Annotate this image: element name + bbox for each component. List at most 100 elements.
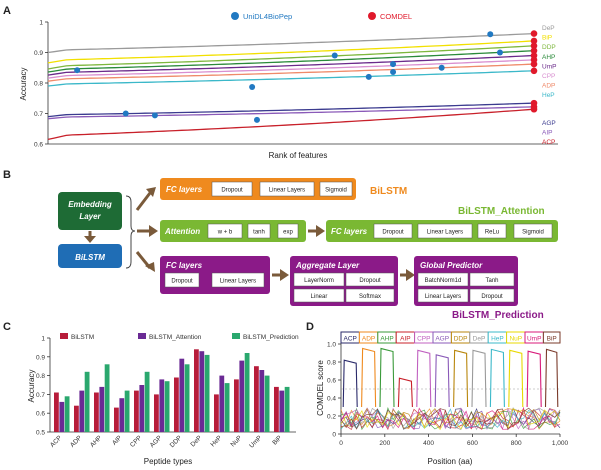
row1-dropout	[211, 181, 253, 197]
row2-tanh-label: tanh	[253, 230, 265, 236]
panel-a-series-label: AIP	[542, 129, 552, 136]
panel-c-bar	[259, 370, 265, 432]
panel-d-segment-label: DeP	[473, 336, 486, 343]
row2-dropout	[373, 223, 413, 239]
panel-c-bar	[144, 371, 150, 432]
panel-d-segment-labels: ACP ADP AHP AIP CPP AGP DDP DeP HeP NuP UmP BiP	[340, 331, 561, 344]
panel-a-line-hep	[47, 70, 535, 87]
panel-c-ylabel: Accuracy	[27, 370, 36, 403]
branch-arrows	[135, 187, 158, 272]
panel-d-chart: 0 0.2 0.4 0.6 0.8 1.0 0 200 400 600 800 1,000 ACP AD…	[316, 331, 569, 466]
panel-c-bar	[159, 379, 165, 432]
row3-batchnorm	[417, 272, 469, 287]
panel-c-ytick-label: 0.7	[36, 392, 45, 399]
row2-relu-label: ReLu	[485, 230, 499, 236]
panel-a-unidl-point	[249, 83, 256, 90]
row1-fc-title: FC layers	[166, 185, 203, 194]
panel-a-line-aip	[47, 106, 535, 120]
panel-a-unidl-point	[390, 69, 397, 76]
panel-c-bar	[84, 371, 90, 432]
panel-c-bar	[174, 377, 179, 432]
panel-c-bar	[164, 381, 170, 432]
row3-model-name: BiLSTM_Prediction	[452, 310, 544, 321]
panel-c-bar	[74, 405, 79, 432]
panel-d-noise-line	[340, 408, 561, 430]
panel-c-xtick-label: ADP	[69, 434, 83, 448]
panel-a-series-label: AGP	[542, 120, 556, 127]
panel-c-xtick-label: AHP	[89, 434, 103, 448]
panel-a-line-ump	[47, 54, 535, 76]
panel-c-bar	[234, 379, 239, 432]
panel-a-unidl-point	[74, 67, 81, 74]
row2-fc-title: FC layers	[331, 227, 368, 236]
panel-d-peak-agp	[434, 354, 450, 408]
row2-dropout-label: Dropout	[382, 230, 404, 236]
row2-wb	[207, 223, 243, 239]
panel-c-legend-swatch	[138, 333, 146, 339]
panel-a-comdel-point	[530, 67, 538, 75]
panel-c-bar	[79, 390, 85, 432]
row3-batchnorm-label: BatchNorm1d	[425, 278, 462, 284]
row2-exp-label: exp	[283, 230, 293, 236]
row2-linear	[417, 223, 473, 239]
panel-a-line-acp	[47, 108, 535, 141]
row3-dropout	[164, 272, 200, 288]
panel-c-bar	[114, 407, 119, 432]
panel-d-segment-label: CPP	[417, 336, 430, 343]
panel-a-comdel-point	[530, 60, 538, 68]
row3-gp-tanh-label: Tanh	[485, 278, 498, 284]
panel-a-unidl-point	[496, 49, 503, 56]
panel-a-comdel-point	[530, 30, 538, 37]
legend-comdel-marker	[368, 12, 376, 20]
panel-a-ytick-label: 0.9	[34, 50, 43, 57]
panel-c-bar	[139, 385, 145, 432]
row2-sigmoid	[513, 223, 553, 239]
panel-c-bar	[94, 392, 99, 432]
panel-letter-b: B	[3, 169, 11, 181]
panel-a-series-label: HeP	[542, 92, 555, 99]
panel-d-ytick-label: 1.0	[327, 342, 336, 349]
panel-a-ytick-label: 0.7	[34, 111, 43, 118]
panel-c-xtick-label: ACP	[49, 434, 63, 448]
panel-d-peak-aip	[397, 377, 413, 408]
row3-agg-dropout-label: Dropout	[359, 278, 381, 284]
panel-c-xtick-label: HeP	[210, 434, 224, 448]
panel-a-ylabel: Accuracy	[19, 68, 28, 101]
panel-a-series-label: BiP	[542, 35, 552, 42]
panel-a-series-label: ADP	[542, 83, 555, 90]
panel-a-line-agp	[47, 102, 535, 118]
panel-d-peak-dep	[471, 349, 487, 408]
bilstm-block	[58, 244, 122, 268]
embedding-layer-label-2: Layer	[79, 212, 101, 221]
panel-d-xtick-label: 1,000	[552, 440, 569, 447]
panel-c-legend-label: BiLSTM_Attention	[149, 334, 202, 341]
row3-gp-linear-label: Linear Layers	[425, 294, 461, 300]
panel-a-xlabel: Rank of features	[269, 151, 328, 160]
panel-a-line-dep	[47, 32, 535, 54]
panel-d-ytick-label: 0.8	[327, 360, 336, 367]
panel-c-bar	[54, 392, 59, 432]
row3-dropout-label: Dropout	[171, 279, 193, 285]
panel-c-bar	[274, 386, 279, 432]
panel-c-bar	[194, 349, 199, 432]
panel-a-chart: 0.6 0.7 0.8 0.9 1 DeP BiP DDP AHP UmP CPP ADP HeP AG…	[19, 12, 558, 160]
panel-c-legend-label: BiLSTM_Prediction	[243, 334, 299, 341]
panel-c-bar	[254, 366, 259, 432]
row1-dropout-label: Dropout	[221, 188, 243, 194]
panel-c-ytick-label: 0.8	[36, 373, 45, 380]
panel-d-segment-label: ACP	[344, 336, 357, 343]
row3-linear	[211, 272, 265, 288]
panel-c-bar	[219, 375, 225, 432]
panel-d-xtick-label: 600	[467, 440, 478, 447]
panel-d-segment-label: AHP	[380, 336, 393, 343]
panel-d-segment-label: NuP	[509, 336, 522, 343]
panel-c-bar	[279, 390, 285, 432]
panel-c-legend: BiLSTM BiLSTM_Attention BiLSTM_Prediction	[60, 333, 299, 341]
panel-d-xtick-label: 800	[511, 440, 522, 447]
panel-c-bar	[239, 360, 245, 432]
row3-softmax-label: Softmax	[359, 294, 381, 300]
panel-a-line-ahp	[47, 50, 535, 73]
panel-d-xlabel: Position (aa)	[428, 457, 473, 466]
panel-a-dots	[74, 30, 538, 123]
